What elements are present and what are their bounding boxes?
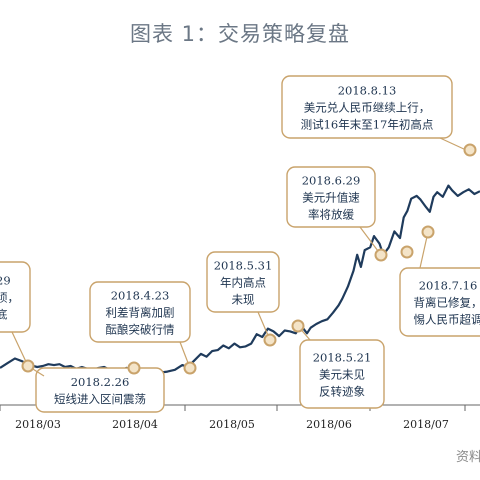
callout-box xyxy=(89,281,191,343)
event-marker xyxy=(263,333,277,347)
callout-box xyxy=(399,267,480,337)
event-marker xyxy=(374,248,388,262)
callout-text: 测试16年末至17年初高点 xyxy=(301,118,434,132)
callout-text: 酝酿突破行情 xyxy=(106,323,175,337)
callout-text: 顷， xyxy=(0,291,19,305)
callout-text: 2018.2.26 xyxy=(71,375,130,389)
event-marker xyxy=(183,361,197,375)
callout-text: 底 xyxy=(0,308,8,322)
callout-text: 短线进入区间震荡 xyxy=(54,392,146,406)
event-marker xyxy=(400,245,414,259)
callout-text: 率将放缓 xyxy=(308,208,354,222)
callout-box xyxy=(286,166,376,228)
event-marker xyxy=(21,359,35,373)
callout-text: 利差背离加剧 xyxy=(106,306,175,320)
callout-text: 2018.7.16 xyxy=(419,279,478,293)
callout-text: 2018.5.21 xyxy=(313,351,372,365)
callout-text: 美元兑人民币继续上行， xyxy=(304,101,431,115)
callout-text: 未现 xyxy=(232,293,255,307)
callout-leader xyxy=(439,137,467,151)
x-tick-label: 2018/03 xyxy=(15,418,61,431)
callout-box xyxy=(35,367,165,413)
event-marker xyxy=(127,361,141,375)
event-marker xyxy=(463,143,477,157)
callout-text: 29 xyxy=(0,274,11,288)
callout-box xyxy=(206,251,280,313)
callout-text: 反转迹象 xyxy=(319,385,365,399)
callout-text: 惕人民币超调 xyxy=(414,313,480,327)
x-tick-label: 2018/07 xyxy=(403,418,449,431)
callout-box xyxy=(299,339,385,409)
callout-text: 美元升值速 xyxy=(302,191,360,205)
x-tick-label: 2018/05 xyxy=(209,418,255,431)
event-marker xyxy=(421,225,435,239)
x-tick-label: 2018/06 xyxy=(306,418,352,431)
callout-text: 美元未见 xyxy=(319,368,365,382)
event-marker xyxy=(291,319,305,333)
x-tick-label: 2018/04 xyxy=(112,418,158,431)
callout-box xyxy=(281,75,453,139)
callout-text: 2018.8.13 xyxy=(338,84,397,98)
callout-text: 年内高点 xyxy=(220,276,266,290)
callout-text: 背离已修复， xyxy=(414,296,480,310)
callout-box xyxy=(0,261,31,333)
source-note: 资料 xyxy=(456,450,480,465)
callout-text: 2018.4.23 xyxy=(111,289,170,303)
callout-text: 2018.5.31 xyxy=(214,259,273,273)
figure-title: 图表 1：交易策略复盘 xyxy=(129,22,351,46)
callout-text: 2018.6.29 xyxy=(302,174,361,188)
